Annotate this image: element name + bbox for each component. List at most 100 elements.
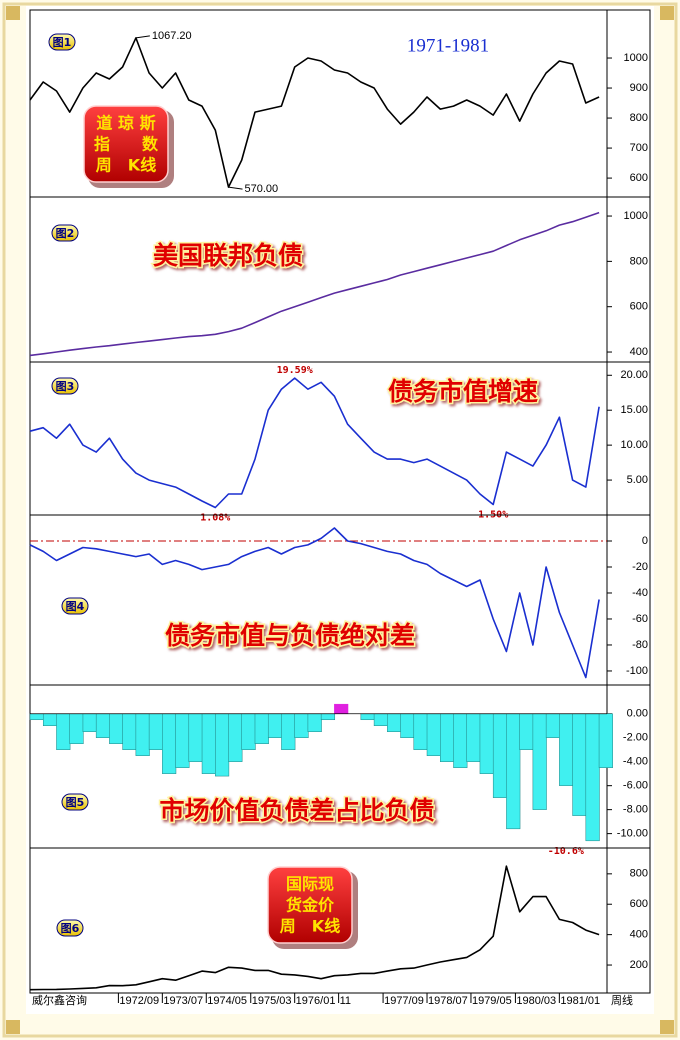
area-bar	[400, 713, 415, 738]
y-tick-label: 900	[630, 82, 648, 94]
area-bar	[135, 713, 150, 756]
panel-label: 图3	[51, 377, 79, 395]
panel-label-text: 图2	[56, 227, 75, 240]
value-label: 19.59%	[277, 365, 313, 376]
area-bar	[148, 713, 163, 750]
x-tick-label: 1979/05	[472, 995, 512, 1007]
panel-label-text: 图5	[66, 796, 85, 809]
y-tick-label: 200	[630, 959, 648, 971]
area-bar	[294, 713, 309, 738]
panel-title: 债务市值增速	[388, 377, 538, 406]
y-tick-label: 20.00	[620, 369, 648, 381]
y-tick-label: -6.00	[623, 780, 648, 792]
y-tick-label: 400	[630, 346, 648, 358]
data-line	[29, 865, 600, 991]
value-label: 570.00	[245, 183, 279, 195]
x-tick-label: 1975/03	[252, 995, 292, 1007]
panel-title: 债务市值与负债绝对差	[165, 621, 415, 650]
panel-label-pill	[48, 33, 76, 51]
x-axis-unit: 周线	[611, 993, 633, 1007]
y-tick-label: 1000	[624, 52, 648, 64]
area-bar	[201, 713, 216, 774]
y-tick-label: -4.00	[623, 756, 648, 768]
badge-text: 货金价	[286, 896, 335, 915]
panel-label: 图5	[61, 793, 89, 811]
y-tick-label: 0.00	[627, 708, 648, 720]
data-line	[29, 211, 600, 357]
x-axis-note: 威尔鑫咨询	[32, 993, 87, 1007]
panel-label-pill	[61, 793, 89, 811]
panel-label: 图6	[56, 919, 84, 937]
area-bar	[426, 713, 441, 756]
x-tick-label: 11	[340, 995, 351, 1007]
area-bar	[360, 713, 375, 721]
frame-corners	[6, 6, 674, 1034]
panel-title: 1971-1981	[407, 35, 489, 56]
badge	[83, 105, 169, 183]
y-tick-label: -100	[626, 665, 648, 677]
y-tick-label: -80	[632, 639, 648, 651]
area-bar	[109, 713, 124, 744]
y-tick-label: -20	[632, 561, 648, 573]
panel-label-pill	[61, 597, 89, 615]
area-bar	[506, 713, 521, 830]
badge-text: 周 K线	[280, 917, 340, 936]
area-bar	[440, 713, 455, 762]
badge-text: 道 琼 斯	[96, 114, 155, 133]
area-bar	[215, 713, 230, 777]
area-bar	[492, 713, 508, 798]
area-bar	[56, 713, 71, 750]
y-tick-label: 800	[630, 112, 648, 124]
area-bar	[545, 713, 561, 738]
y-tick-label: -10.00	[617, 828, 648, 840]
y-tick-label: -40	[632, 587, 648, 599]
y-tick-label: 1000	[624, 210, 648, 222]
area-bar	[572, 713, 587, 816]
x-tick-label: 1978/07	[428, 995, 468, 1007]
panel-label-text: 图4	[66, 600, 85, 613]
x-tick-label: 1974/05	[207, 995, 247, 1007]
badge-text: 周 K线	[96, 156, 156, 175]
panel-label: 图1	[48, 33, 76, 51]
area-bar	[281, 713, 296, 750]
y-tick-label: 10.00	[620, 439, 648, 451]
panel-label: 图4	[61, 597, 89, 615]
y-tick-label: 15.00	[620, 404, 648, 416]
y-tick-label: 800	[630, 255, 648, 267]
y-tick-label: 0	[642, 535, 648, 547]
y-tick-label: 700	[630, 142, 648, 154]
panel-label-text: 图1	[53, 36, 72, 49]
area-bar	[373, 713, 388, 727]
y-tick-label: -60	[632, 613, 648, 625]
y-tick-label: 800	[630, 868, 648, 880]
panel-label-text: 图6	[61, 922, 80, 935]
y-tick-label: 600	[630, 898, 648, 910]
area-bar	[598, 713, 613, 768]
area-bar	[122, 713, 137, 750]
area-bar	[334, 703, 349, 715]
area-bar	[228, 713, 243, 762]
label-leader	[135, 35, 150, 39]
area-bar	[453, 713, 468, 768]
y-tick-label: 600	[630, 301, 648, 313]
x-tick-label: 1972/09	[119, 995, 159, 1007]
x-tick-label: 1977/09	[384, 995, 424, 1007]
area-bar	[42, 713, 58, 727]
area-bar	[267, 713, 283, 738]
area-bar	[188, 713, 203, 762]
area-bar	[466, 713, 481, 762]
badge	[267, 866, 353, 944]
label-leader	[228, 186, 243, 190]
value-label: -10.6%	[548, 846, 584, 857]
area-bar	[241, 713, 256, 750]
area-bar	[585, 713, 600, 842]
value-label: 1067.20	[152, 30, 192, 42]
area-bar	[519, 713, 534, 750]
area-bar	[307, 713, 322, 732]
data-line	[29, 37, 600, 188]
badge-text: 国际现	[286, 875, 334, 894]
panel-label: 图2	[51, 224, 79, 242]
badge-text: 指 数	[94, 135, 159, 154]
